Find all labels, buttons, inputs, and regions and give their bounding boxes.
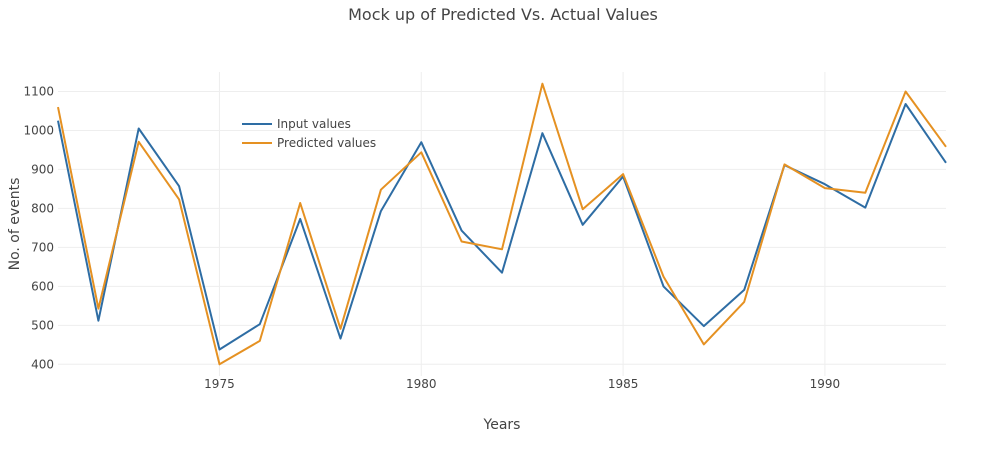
legend: Input values Predicted values: [242, 117, 376, 150]
y-axis-title: No. of events: [7, 178, 23, 271]
x-axis-title: Years: [483, 417, 521, 433]
y-tick-label: 1000: [23, 123, 54, 137]
y-tick-label: 800: [31, 201, 54, 215]
y-tick-label: 900: [31, 162, 54, 176]
x-tick-label: 1980: [406, 377, 437, 391]
series-lines: [57, 82, 947, 366]
y-axis-ticks: 400 500 600 700 800 900 1000 1100: [23, 84, 54, 371]
y-tick-label: 1100: [23, 84, 54, 98]
chart-title: Mock up of Predicted Vs. Actual Values: [348, 5, 658, 24]
legend-label: Input values: [277, 117, 351, 131]
series-line-input-values: [57, 103, 947, 351]
x-axis-ticks: 1975 1980 1985 1990: [204, 377, 840, 391]
legend-label: Predicted values: [277, 136, 376, 150]
series-line-predicted-values: [57, 82, 947, 366]
y-tick-label: 600: [31, 279, 54, 293]
x-tick-label: 1990: [810, 377, 841, 391]
y-tick-label: 700: [31, 240, 54, 254]
x-tick-label: 1985: [608, 377, 639, 391]
y-tick-label: 400: [31, 357, 54, 371]
y-tick-label: 500: [31, 318, 54, 332]
x-tick-label: 1975: [204, 377, 235, 391]
grid: [58, 72, 946, 376]
